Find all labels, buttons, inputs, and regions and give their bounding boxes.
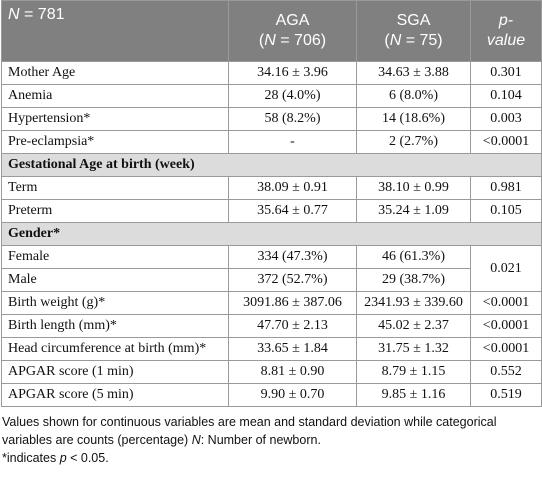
cell: 8.81 ± 0.90 [228,360,357,384]
cell: 6 (8.0%) [356,84,471,108]
cell: 58 (8.2%) [228,107,357,131]
table-row: Gestational Age at birth (week) [1,153,542,177]
cell: 38.10 ± 0.99 [356,176,471,200]
row-label: APGAR score (1 min) [1,360,229,384]
table-row: Gender* [1,222,542,246]
row-label: Birth length (mm)* [1,314,229,338]
cell: 46 (61.3%) [356,245,471,269]
table-row: Birth length (mm)* 47.70 ± 2.13 45.02 ± 2.… [1,314,542,338]
footnote: Values shown for continuous variables ar… [2,413,540,467]
row-label: Preterm [1,199,229,223]
row-label: Pre-eclampsia* [1,130,229,154]
footnote-line: Values shown for continuous variables ar… [2,413,540,449]
table-row: APGAR score (5 min) 9.90 ± 0.70 9.85 ± 1.1… [1,383,542,407]
row-label: Term [1,176,229,200]
header-text: p- [498,12,514,29]
header-cell: AGA (N = 706) [228,0,357,62]
header-text: N [264,32,276,49]
table-row: Hypertension* 58 (8.2%) 14 (18.6%) 0.003 [1,107,542,131]
row-label: Anemia [1,84,229,108]
cell: 38.09 ± 0.91 [228,176,357,200]
cell: <0.0001 [470,337,542,361]
footnote-text: *indicates [2,451,60,465]
row-label: Hypertension* [1,107,229,131]
cell: - [228,130,357,154]
header-cell: p-value [470,0,542,62]
header-text: = 706) [275,32,327,49]
cell: <0.0001 [470,291,542,315]
cell: 33.65 ± 1.84 [228,337,357,361]
table-row: Anemia 28 (4.0%) 6 (8.0%) 0.104 [1,84,542,108]
cell: 28 (4.0%) [228,84,357,108]
cell: 2 (2.7%) [356,130,471,154]
cell: 45.02 ± 2.37 [356,314,471,338]
footnote-text: N [191,433,201,447]
cell: 35.24 ± 1.09 [356,199,471,223]
cell: <0.0001 [470,314,542,338]
row-label: APGAR score (5 min) [1,383,229,407]
cell: 9.85 ± 1.16 [356,383,471,407]
header-text: = 75) [401,32,443,49]
footnote-text: < 0.05. [66,451,109,465]
table-row: Head circumference at birth (mm)* 33.65 ±… [1,337,542,361]
table-body: Mother Age 34.16 ± 3.96 34.63 ± 3.88 0.301 A… [1,61,542,407]
header-text: value [486,32,526,49]
header-text: N [389,32,402,49]
cell: 8.79 ± 1.15 [356,360,471,384]
cell: 0.552 [470,360,542,384]
header-row: N = 781 AGA (N = 706) SGA (N = 75) p-value [1,0,542,62]
cell: 9.90 ± 0.70 [228,383,357,407]
table-row: Female 334 (47.3%) 46 (61.3%) 0.021 [1,245,542,292]
table-row: Preterm 35.64 ± 0.77 35.24 ± 1.09 0.105 [1,199,542,223]
row-label: Birth weight (g)* [1,291,229,315]
table-row: Mother Age 34.16 ± 3.96 34.63 ± 3.88 0.301 [1,61,542,85]
header-text: ( [384,32,390,49]
row-label: Male [1,268,229,292]
cell: 34.16 ± 3.96 [228,61,357,85]
cell: 31.75 ± 1.32 [356,337,471,361]
row-label: Mother Age [1,61,229,85]
cell: 34.63 ± 3.88 [356,61,471,85]
cell: 0.021 [470,245,542,292]
row-label: Female [1,245,229,269]
cell: 2341.93 ± 339.60 [356,291,471,315]
data-table: N = 781 AGA (N = 706) SGA (N = 75) p-value Mo… [1,0,542,407]
footnote-text: : Number of newborn. [200,433,321,447]
table-row: APGAR score (1 min) 8.81 ± 0.90 8.79 ± 1.1… [1,360,542,384]
cell: 0.105 [470,199,542,223]
section-cell: Gender* [1,222,542,246]
header-cell: SGA (N = 75) [356,0,471,62]
cell: 35.64 ± 0.77 [228,199,357,223]
cell: <0.0001 [470,130,542,154]
table-row: Birth weight (g)* 3091.86 ± 387.06 2341.93… [1,291,542,315]
footnote-line: *indicates p < 0.05. [2,449,540,467]
cell: 0.104 [470,84,542,108]
header-text: SGA [396,12,431,29]
table-row: Pre-eclampsia* -2 (2.7%) <0.0001 [1,130,542,154]
table-row: Male 372 (52.7%) 29 (38.7%) [1,268,542,292]
header-text: N [8,6,20,23]
cell: 0.981 [470,176,542,200]
cell: 3091.86 ± 387.06 [228,291,357,315]
cell: 372 (52.7%) [228,268,357,292]
section-cell: Gestational Age at birth (week) [1,153,542,177]
cell: 0.301 [470,61,542,85]
row-label: Head circumference at birth (mm)* [1,337,229,361]
header-text: ( [258,32,265,49]
header-text: = 781 [19,6,65,23]
header-cell: N = 781 [1,0,229,62]
header-text: AGA [275,12,310,29]
cell: 47.70 ± 2.13 [228,314,357,338]
footnote-text: Values shown for continuous variables ar… [2,415,497,447]
cell: 0.519 [470,383,542,407]
footnote-text: p [59,451,67,465]
cell: 29 (38.7%) [356,268,471,292]
cell: 0.003 [470,107,542,131]
cell: 334 (47.3%) [228,245,357,269]
table-row: Term 38.09 ± 0.91 38.10 ± 0.99 0.981 [1,176,542,200]
cell: 14 (18.6%) [356,107,471,131]
